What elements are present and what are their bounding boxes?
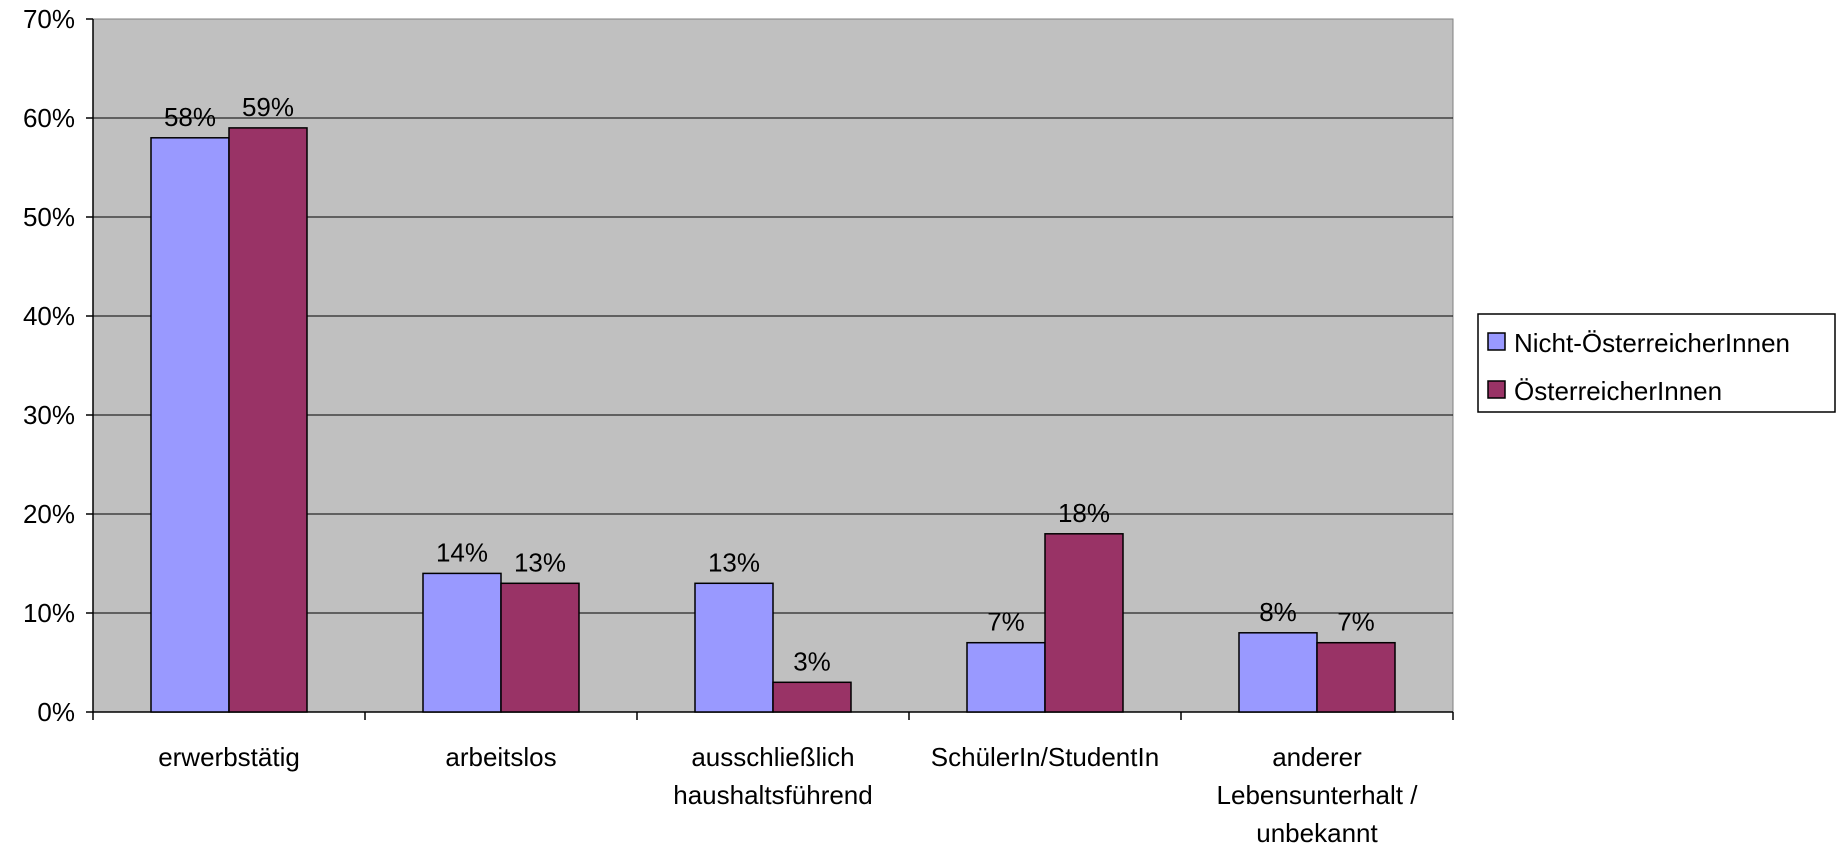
y-tick-label: 40% (23, 301, 75, 331)
bar (772, 681, 852, 713)
bar (1316, 641, 1396, 713)
data-label: 13% (514, 547, 566, 577)
legend-swatch-nicht-oesterreicherinnen (1487, 332, 1506, 351)
data-label: 58% (164, 102, 216, 132)
bar (150, 137, 230, 713)
bar (694, 582, 774, 713)
x-category-label: SchülerIn/StudentIn (931, 742, 1159, 772)
x-category-label: anderer Lebensunterhalt / unbekannt (1217, 742, 1419, 848)
y-tick-label: 60% (23, 103, 75, 133)
data-label: 8% (1259, 597, 1297, 627)
bar (422, 572, 502, 713)
x-category-label: erwerbstätig (158, 742, 300, 772)
gridlines (93, 117, 1453, 614)
data-label: 13% (708, 547, 760, 577)
legend-label-oesterreicherinnen: ÖsterreicherInnen (1514, 376, 1722, 406)
y-tick-label: 50% (23, 202, 75, 232)
bar (1238, 632, 1318, 713)
data-label: 7% (1337, 607, 1375, 637)
y-tick-label: 10% (23, 598, 75, 628)
data-label: 59% (242, 92, 294, 122)
legend-box (1477, 313, 1836, 413)
data-labels: 58% 14% 13% 7% 8% 59% 13% 3% 18% 7% (164, 92, 1375, 676)
bar (500, 582, 580, 713)
bar (966, 641, 1046, 713)
data-label: 3% (793, 646, 831, 676)
legend-label-nicht-oesterreicherinnen: Nicht-ÖsterreicherInnen (1514, 328, 1790, 358)
x-axis: erwerbstätig arbeitslos ausschließlich haus… (92, 711, 1454, 848)
y-tick-label: 20% (23, 499, 75, 529)
y-tick-label: 0% (37, 697, 75, 727)
data-label: 18% (1058, 498, 1110, 528)
y-tick-label: 70% (23, 4, 75, 34)
bar (1044, 533, 1124, 713)
data-label: 14% (436, 537, 488, 567)
bars (150, 127, 1396, 713)
x-category-label: arbeitslos (445, 742, 556, 772)
data-label: 7% (987, 607, 1025, 637)
x-category-label: ausschließlich haushaltsführend (673, 742, 872, 810)
bar (228, 127, 308, 713)
legend-swatch-oesterreicherinnen (1487, 380, 1506, 399)
y-tick-label: 30% (23, 400, 75, 430)
legend: Nicht-ÖsterreicherInnen ÖsterreicherInne… (1477, 313, 1836, 413)
y-axis: 0% 10% 20% 30% 40% 50% 60% 70% (23, 4, 94, 727)
